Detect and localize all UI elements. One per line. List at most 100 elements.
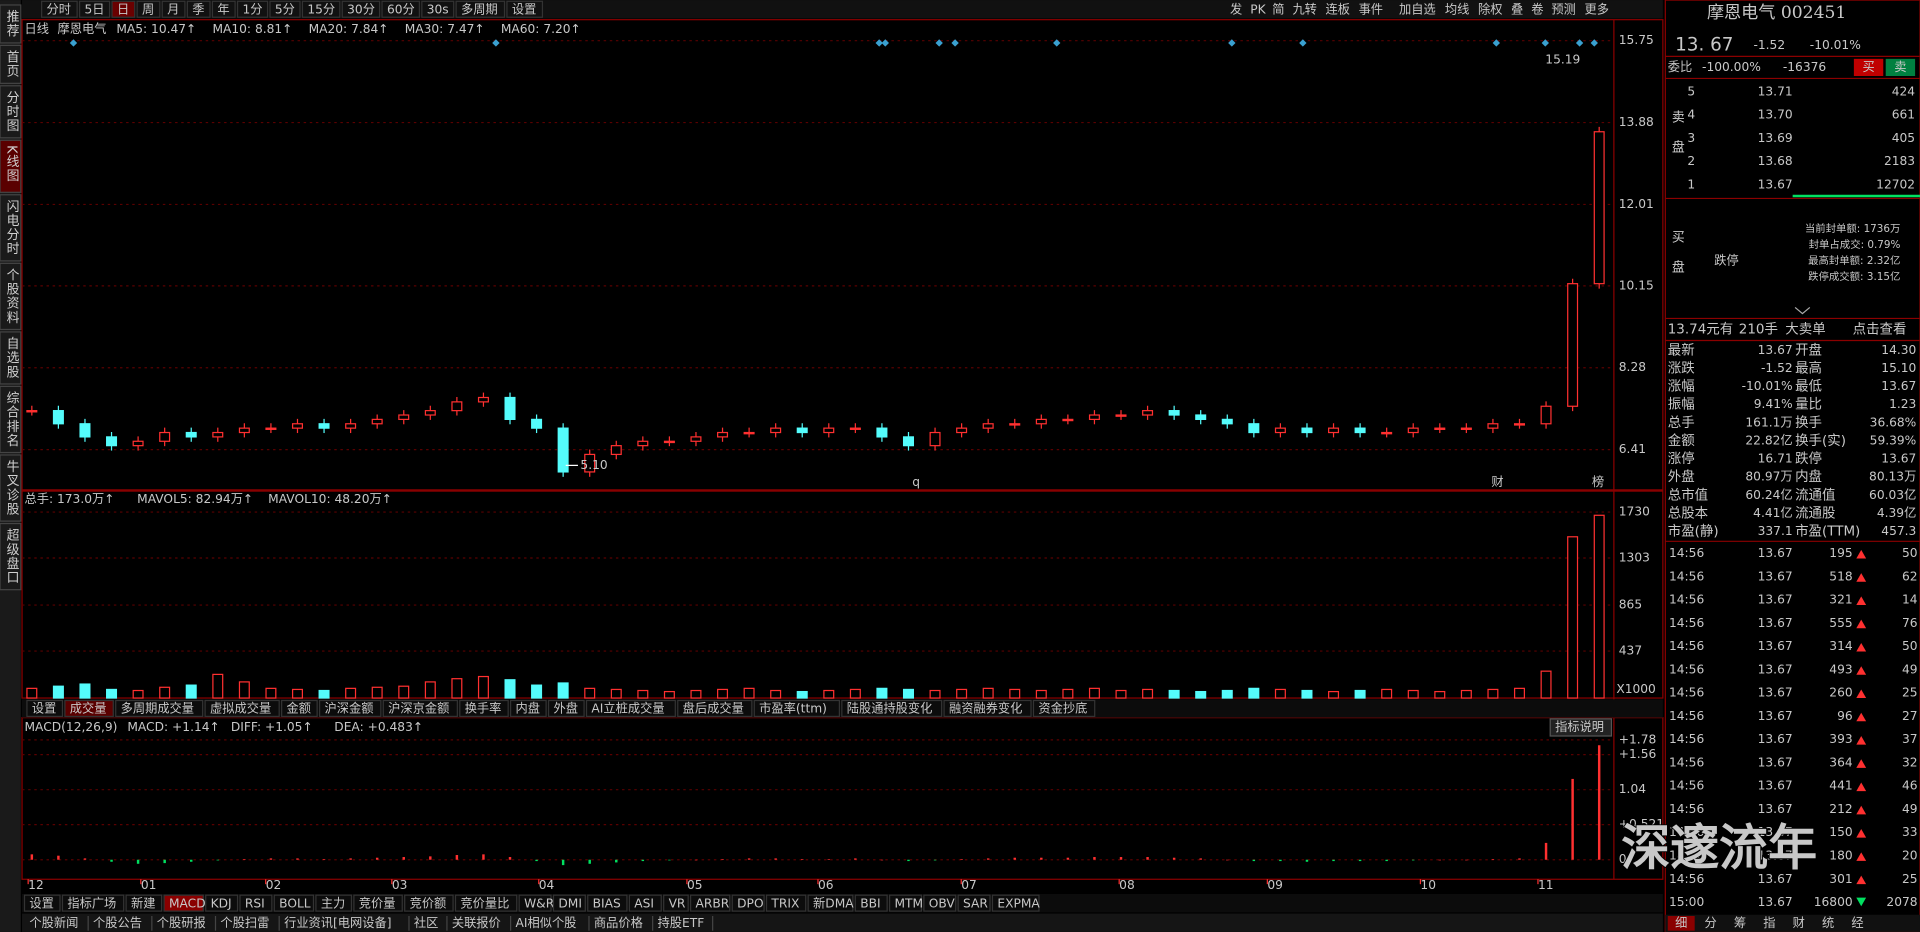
- tab[interactable]: [663, 894, 689, 912]
- tab[interactable]: [943, 699, 1032, 718]
- quote-tab[interactable]: 财: [1793, 916, 1805, 930]
- sell-label[interactable]: 卖: [1894, 60, 1906, 74]
- tab-label[interactable]: 竞价量: [359, 896, 396, 910]
- tab[interactable]: [315, 894, 353, 912]
- tab-label[interactable]: 竞价额: [410, 896, 447, 910]
- sidebar-tab[interactable]: [0, 85, 22, 139]
- tab-label[interactable]: SAR: [963, 896, 988, 910]
- sell-btn[interactable]: [1885, 58, 1916, 76]
- bottom-tab[interactable]: 行业资讯[电网设备]: [284, 916, 391, 930]
- tab-label[interactable]: TRIX: [770, 896, 799, 910]
- tab[interactable]: [163, 894, 204, 912]
- toolbar-label[interactable]: 更多: [1584, 2, 1608, 16]
- quote-tab[interactable]: 分: [1704, 916, 1716, 930]
- toolbar-label[interactable]: 15分: [307, 2, 335, 16]
- tab[interactable]: [552, 894, 586, 912]
- tab[interactable]: [1032, 699, 1096, 718]
- toolbar-label[interactable]: 发: [1230, 1, 1242, 16]
- tab-label[interactable]: 外盘: [553, 701, 577, 716]
- tab[interactable]: [765, 894, 807, 912]
- sidebar-label[interactable]: K线图: [4, 145, 19, 183]
- buy-btn[interactable]: [1853, 58, 1884, 76]
- tab-label[interactable]: MTM: [894, 896, 923, 910]
- toolbar-label[interactable]: 均线: [1445, 2, 1469, 16]
- toolbar-button[interactable]: [186, 0, 211, 18]
- toolbar-label[interactable]: 60分: [387, 2, 415, 16]
- toolbar-button[interactable]: [78, 0, 111, 18]
- sidebar-label[interactable]: 首页: [4, 50, 19, 78]
- tab-label[interactable]: KDJ: [211, 896, 232, 910]
- sidebar-tab[interactable]: [0, 44, 22, 84]
- tab[interactable]: [205, 894, 239, 912]
- sidebar-label[interactable]: 牛叉诊股: [4, 460, 19, 516]
- sidebar-label[interactable]: 超级盘口: [4, 528, 19, 584]
- tab-label[interactable]: DMI: [558, 896, 582, 910]
- toolbar-label[interactable]: 季: [192, 2, 204, 16]
- bottom-tab[interactable]: 个股新闻: [29, 915, 78, 930]
- tab[interactable]: [23, 894, 61, 912]
- tab[interactable]: [353, 894, 403, 912]
- tab-label[interactable]: ARBR: [696, 896, 730, 910]
- bottom-tab[interactable]: 个股扫雷: [220, 916, 269, 930]
- toolbar-label[interactable]: 叠: [1511, 2, 1523, 16]
- tab-label[interactable]: 竞价量比: [460, 896, 509, 910]
- tab[interactable]: [239, 894, 273, 912]
- tab[interactable]: [841, 699, 943, 718]
- tab-label[interactable]: BIAS: [593, 896, 621, 910]
- tab-label[interactable]: 陆股通持股变化: [847, 701, 933, 716]
- explain-button[interactable]: [1549, 718, 1613, 737]
- toolbar-label[interactable]: 除权: [1478, 1, 1502, 16]
- toolbar-label[interactable]: 加自选: [1399, 2, 1436, 16]
- tab-label[interactable]: 设置: [32, 702, 56, 716]
- tab-label[interactable]: 市盈率(ttm): [759, 701, 827, 716]
- tab-label[interactable]: 多周期成交量: [121, 701, 194, 716]
- tab[interactable]: [807, 894, 854, 912]
- toolbar-label[interactable]: 月: [167, 2, 179, 16]
- tab-label[interactable]: ASI: [634, 896, 654, 910]
- tab-label[interactable]: MACD: [169, 896, 206, 910]
- collapse-icon[interactable]: [1794, 306, 1811, 315]
- tab-label[interactable]: 设置: [29, 896, 53, 910]
- tab[interactable]: [585, 699, 676, 718]
- tab[interactable]: [753, 699, 840, 718]
- tab-label[interactable]: 融资融券变化: [949, 701, 1022, 716]
- tab[interactable]: [281, 699, 318, 718]
- tab[interactable]: [115, 699, 204, 718]
- tab[interactable]: [587, 894, 628, 912]
- tab-label[interactable]: EXPMA: [997, 896, 1040, 910]
- toolbar-button[interactable]: [381, 0, 420, 18]
- toolbar-label[interactable]: 简: [1272, 2, 1284, 16]
- sidebar-tab[interactable]: [0, 262, 22, 331]
- toolbar-label[interactable]: 九转: [1292, 1, 1316, 16]
- tab[interactable]: [382, 699, 458, 718]
- sidebar-tab[interactable]: [0, 4, 22, 44]
- tab[interactable]: [125, 894, 163, 912]
- buy-label[interactable]: 买: [1862, 60, 1874, 74]
- toolbar-button[interactable]: [506, 0, 544, 18]
- tab-label[interactable]: 资金抄底: [1038, 701, 1087, 716]
- tab-label[interactable]: 主力: [321, 896, 345, 910]
- tab-label[interactable]: DPO: [737, 896, 763, 910]
- toolbar-button[interactable]: [269, 0, 301, 18]
- sidebar-label[interactable]: 闪电分时: [4, 200, 19, 256]
- toolbar-label[interactable]: 事件: [1359, 2, 1383, 16]
- sidebar-label[interactable]: 推荐: [4, 10, 19, 38]
- tab-label[interactable]: 沪深金额: [324, 701, 373, 716]
- tab-label[interactable]: BOLL: [279, 896, 311, 910]
- tab[interactable]: [26, 699, 64, 718]
- sidebar-tab[interactable]: [0, 139, 22, 193]
- sidebar-tab[interactable]: [0, 454, 22, 522]
- sidebar-label[interactable]: 分时图: [4, 91, 19, 133]
- bottom-tab[interactable]: 个股研报: [157, 915, 206, 930]
- toolbar-label[interactable]: 多周期: [461, 2, 498, 16]
- tab[interactable]: [273, 894, 315, 912]
- toolbar-label[interactable]: 卷: [1531, 1, 1543, 16]
- tab-label[interactable]: VR: [669, 896, 686, 910]
- tab-label[interactable]: 虚拟成交量: [210, 701, 271, 716]
- toolbar-button[interactable]: [341, 0, 381, 18]
- tab-label[interactable]: RSI: [245, 896, 265, 910]
- toolbar-label[interactable]: 设置: [512, 2, 536, 16]
- toolbar-label[interactable]: 预测: [1551, 2, 1575, 16]
- tab[interactable]: [957, 894, 991, 912]
- tab-label[interactable]: W&R: [524, 896, 555, 910]
